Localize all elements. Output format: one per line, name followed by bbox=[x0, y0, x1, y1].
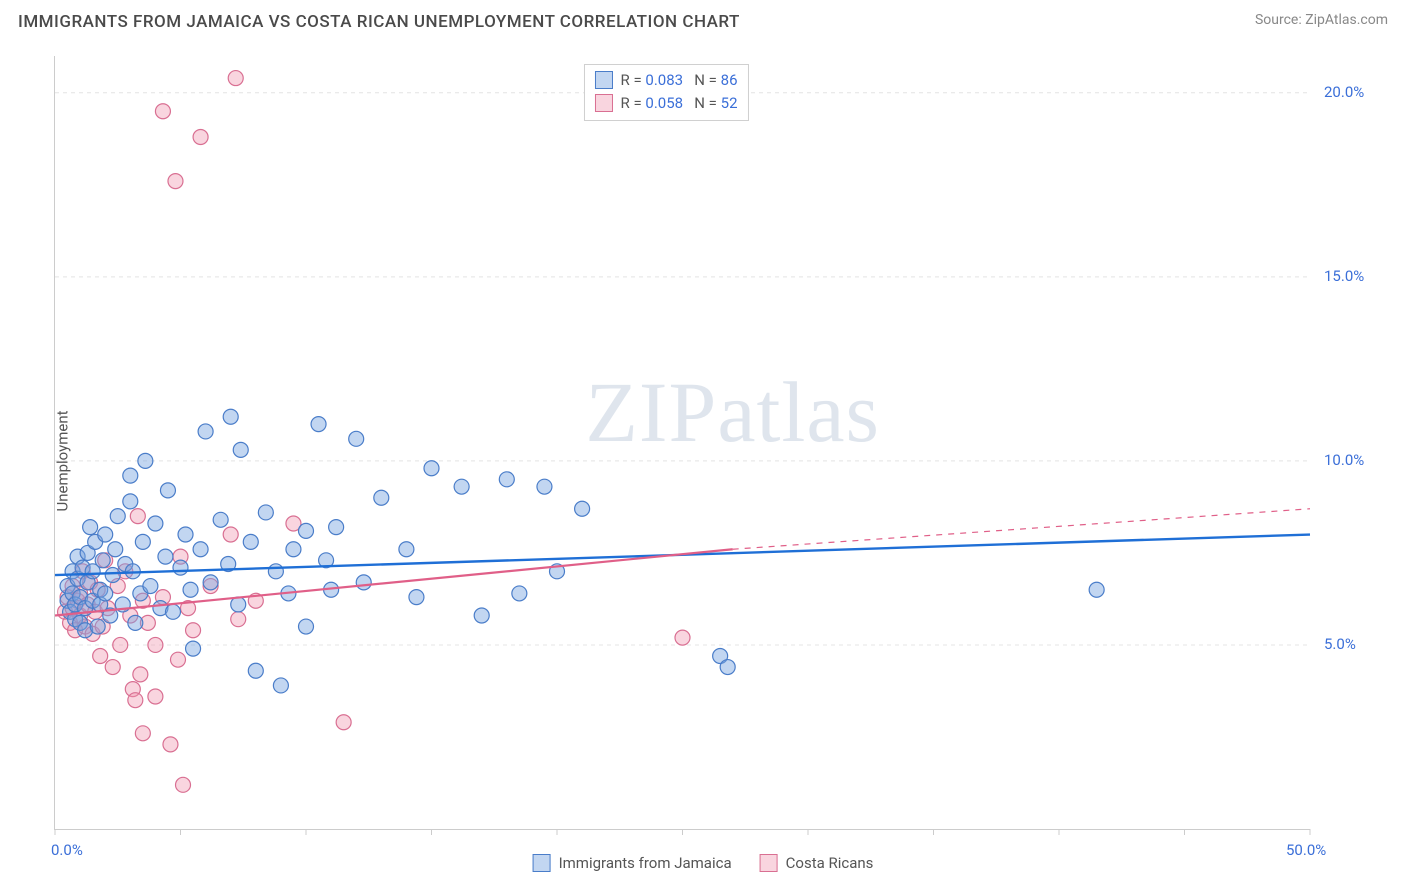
stats-row-jamaica: R = 0.083 N = 86 bbox=[594, 69, 737, 92]
swatch-jamaica bbox=[594, 71, 612, 89]
legend-item-costarica: Costa Ricans bbox=[760, 854, 874, 872]
x-tick-label: 50.0% bbox=[1286, 841, 1326, 859]
y-tick-label: 15.0% bbox=[1324, 267, 1364, 285]
legend-swatch-jamaica bbox=[533, 854, 551, 872]
x-tick-label: 0.0% bbox=[51, 841, 83, 859]
legend-item-jamaica: Immigrants from Jamaica bbox=[533, 854, 732, 872]
legend-swatch-costarica bbox=[760, 854, 778, 872]
plot-svg bbox=[55, 56, 1310, 829]
y-tick-label: 5.0% bbox=[1324, 635, 1356, 653]
legend-label-costarica: Costa Ricans bbox=[786, 854, 874, 872]
y-tick-label: 20.0% bbox=[1324, 83, 1364, 101]
plot-area: ZIPatlas R = 0.083 N = 86R = 0.058 N = 5… bbox=[54, 56, 1310, 830]
swatch-costarica bbox=[594, 94, 612, 112]
chart-header: IMMIGRANTS FROM JAMAICA VS COSTA RICAN U… bbox=[0, 0, 1406, 38]
stats-row-costarica: R = 0.058 N = 52 bbox=[594, 92, 737, 115]
chart-container: Unemployment ZIPatlas R = 0.083 N = 86R … bbox=[18, 48, 1388, 874]
y-tick-label: 10.0% bbox=[1324, 451, 1364, 469]
source-label: Source: ZipAtlas.com bbox=[1255, 12, 1388, 28]
legend-label-jamaica: Immigrants from Jamaica bbox=[559, 854, 732, 872]
stats-legend-box: R = 0.083 N = 86R = 0.058 N = 52 bbox=[583, 64, 748, 121]
chart-title: IMMIGRANTS FROM JAMAICA VS COSTA RICAN U… bbox=[18, 12, 740, 32]
bottom-legend: Immigrants from Jamaica Costa Ricans bbox=[533, 854, 874, 872]
